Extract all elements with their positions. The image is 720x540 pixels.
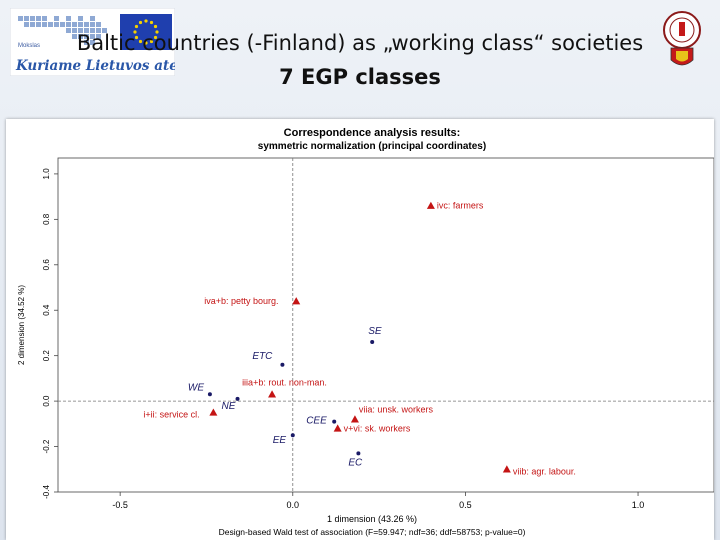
chart-footnote: Design-based Wald test of association (F…	[219, 527, 526, 537]
country-point-label: ETC	[252, 351, 273, 362]
y-tick-label: 0.0	[42, 395, 51, 407]
country-point-marker	[280, 362, 285, 367]
eu-star-icon	[133, 30, 137, 34]
eu-star-icon	[138, 39, 143, 44]
slide-title: Baltic countries (-Finland) as „working …	[20, 26, 700, 94]
y-tick-label: -0.4	[42, 485, 51, 499]
class-point-marker	[268, 390, 277, 398]
eu-star-icon	[149, 39, 154, 44]
class-point-marker	[426, 201, 435, 209]
country-point-marker	[356, 451, 361, 456]
chart-panel: Correspondence analysis results: symmetr…	[6, 119, 714, 540]
eu-stars-icon	[133, 19, 159, 45]
logo-small-text: Mokslas	[18, 43, 40, 49]
slide-title-line-1: Baltic countries (-Finland) as „working …	[76, 31, 644, 55]
class-point-marker	[209, 408, 218, 416]
eu-star-icon	[153, 35, 158, 40]
eu-star-icon	[155, 30, 159, 34]
x-tick-label: 0.5	[459, 500, 472, 510]
plot-area	[57, 157, 714, 493]
slide-title-line-2: 7 EGP classes	[279, 65, 441, 89]
country-point-marker	[207, 392, 212, 397]
chart-subtitle: symmetric normalization (principal coord…	[258, 141, 486, 152]
class-point-label: viib: agr. labour.	[513, 466, 576, 476]
eu-star-icon	[149, 20, 154, 25]
country-point-marker	[370, 340, 375, 345]
y-axis-label: 2 dimension (34.52 %)	[17, 285, 26, 365]
class-point-label: iiia+b: rout. non-man.	[242, 377, 327, 387]
y-tick-label: -0.2	[42, 439, 51, 453]
country-point-label: EE	[273, 435, 287, 446]
class-point-label: viia: unsk. workers	[359, 404, 434, 414]
y-tick-label: 0.8	[42, 213, 51, 225]
country-point-label: CEE	[306, 416, 327, 427]
class-point-marker	[333, 424, 342, 432]
y-tick-label: 0.2	[42, 350, 51, 362]
pixel-map-icon	[18, 16, 107, 45]
y-tick-label: 1.0	[42, 168, 51, 180]
class-point-marker	[502, 465, 511, 473]
eu-star-icon	[144, 19, 148, 23]
y-tick-label: 0.6	[42, 259, 51, 271]
country-point-label: EC	[348, 457, 363, 468]
x-axis-label: 1 dimension (43.26 %)	[327, 514, 417, 524]
class-point-label: ivc: farmers	[437, 201, 484, 211]
y-tick-label: 0.4	[42, 304, 51, 316]
class-point-label: v+vi: sk. workers	[344, 423, 411, 433]
country-point-marker	[332, 419, 337, 424]
slide-header: Mokslas Kuriame Lietuvos ateitį Baltic c…	[0, 0, 720, 118]
logo-text: Kuriame Lietuvos ateitį	[15, 58, 175, 74]
eu-star-icon	[153, 24, 158, 29]
eu-star-icon	[134, 35, 139, 40]
project-logo: Mokslas Kuriame Lietuvos ateitį	[10, 8, 175, 76]
class-point-marker	[292, 297, 301, 305]
x-tick-label: 0.0	[287, 500, 300, 510]
country-point-marker	[290, 433, 295, 438]
eu-star-icon	[138, 20, 143, 25]
eu-star-icon	[144, 41, 148, 45]
eu-star-icon	[134, 24, 139, 29]
country-point-label: NE	[222, 401, 236, 412]
correspondence-analysis-chart: Correspondence analysis results: symmetr…	[17, 127, 714, 537]
country-point-marker	[235, 396, 240, 401]
university-crest-logo	[663, 11, 701, 66]
class-point-marker	[350, 415, 359, 423]
class-point-label: iva+b: petty bourg.	[204, 296, 278, 306]
country-point-label: WE	[188, 382, 204, 393]
x-tick-label: -0.5	[112, 500, 128, 510]
country-point-label: SE	[368, 326, 382, 337]
x-tick-label: 1.0	[632, 500, 645, 510]
class-point-label: i+ii: service cl.	[143, 409, 199, 419]
chart-title: Correspondence analysis results:	[284, 127, 461, 139]
